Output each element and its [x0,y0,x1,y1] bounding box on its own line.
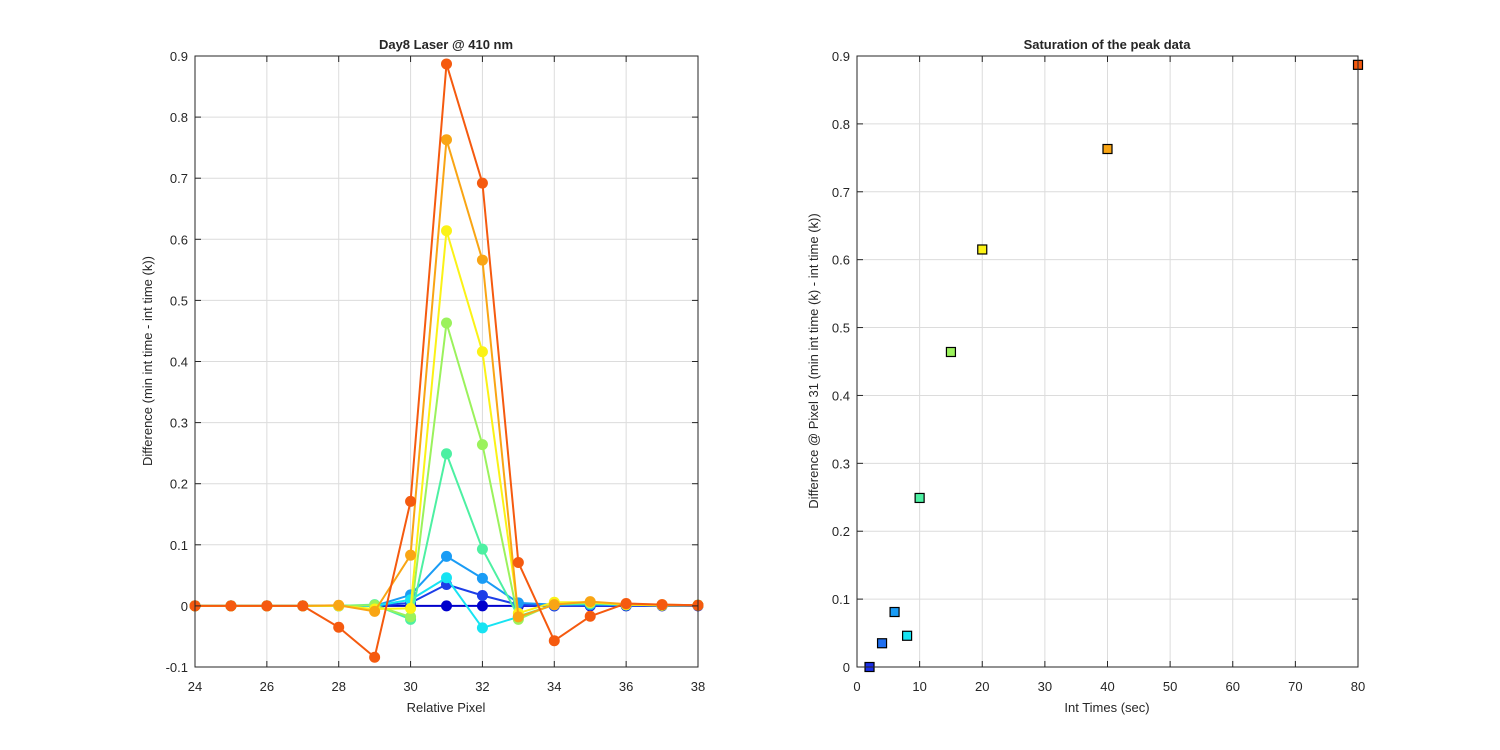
scatter-chart-y-tick-label: 0.8 [832,117,850,132]
data-point-marker [476,622,488,634]
scatter-chart-x-tick-label: 40 [1100,679,1114,694]
data-point-marker [512,611,524,623]
scatter-chart-x-tick-label: 60 [1226,679,1240,694]
scatter-chart-title: Saturation of the peak data [1024,37,1192,52]
line-chart-ylabel: Difference (min int time - int time (k)) [140,256,155,466]
scatter-chart-y-tick-label: 0.7 [832,185,850,200]
data-point-marker [405,611,417,623]
data-point-marker [441,550,452,562]
scatter-point-marker [876,638,888,649]
line-chart-y-tick-label: 0 [181,599,188,614]
data-point-marker [441,572,452,584]
data-point-marker [297,600,309,612]
scatter-point-marker [1102,143,1113,155]
data-point-marker [369,605,381,617]
scatter-chart-x-tick-label: 50 [1163,679,1177,694]
scatter-chart-x-tick-label: 10 [912,679,926,694]
data-point-marker [405,495,417,507]
data-point-marker [584,596,596,608]
scatter-point-marker [901,630,913,641]
line-chart-title: Day8 Laser @ 410 nm [379,37,513,52]
scatter-point-marker [889,606,900,618]
scatter-chart-y-tick-label: 0.1 [832,592,850,607]
data-point-marker [476,254,488,266]
scatter-chart-x-tick-label: 0 [853,679,860,694]
scatter-chart-y-tick-label: 0.3 [832,456,850,471]
line-chart-x-tick-label: 38 [691,679,705,694]
data-point-marker [405,602,417,614]
line-chart-y-tick-label: 0.6 [170,232,188,247]
line-chart-panel: 24 26 28 30 32 34 36 38 -0.1 0 0.1 0.2 0.3 0.4 0.5 0.6 0… [140,37,705,715]
data-point-marker [656,599,668,611]
data-point-marker [476,600,488,612]
data-point-marker [441,134,452,146]
data-point-marker [333,621,345,633]
line-chart-ticks: 24 26 28 30 32 34 36 38 -0.1 0 0.1 0.2 0.3 0.4 0.5 0.6 0… [166,49,706,694]
scatter-chart-y-tick-label: 0 [843,660,850,675]
line-chart-y-tick-label: 0.5 [170,293,188,308]
line-chart-y-tick-label: 0.7 [170,171,188,186]
data-point-marker [441,317,452,329]
scatter-point-marker [945,346,957,358]
data-point-marker [441,600,452,612]
data-point-marker [476,177,488,189]
line-chart-x-tick-label: 36 [619,679,633,694]
scatter-chart-panel: 0 10 20 30 40 50 60 70 80 0 0.1 0.2 0.3 0.4 0.5 0.6 0.7 0… [806,37,1365,715]
data-point-marker [548,599,560,611]
data-point-marker [441,225,452,237]
line-chart-y-tick-label: 0.4 [170,355,188,370]
scatter-point-marker [977,244,988,255]
line-chart-y-tick-label: 0.1 [170,538,188,553]
scatter-chart-x-tick-label: 80 [1351,679,1365,694]
scatter-chart-ylabel: Difference @ Pixel 31 (min int time (k) … [806,213,821,508]
scatter-point-marker [914,492,925,504]
line-chart-series-9 [189,58,704,663]
data-point-marker [476,543,488,555]
data-point-marker [476,439,488,451]
line-chart-series [189,58,704,663]
scatter-chart-y-tick-label: 0.9 [832,49,850,64]
data-point-marker [261,600,273,612]
scatter-chart-y-tick-label: 0.6 [832,253,850,268]
line-chart-xlabel: Relative Pixel [407,700,486,715]
data-point-marker [333,599,345,611]
data-point-marker [441,448,452,460]
line-chart-y-tick-label: -0.1 [166,660,188,675]
data-point-marker [620,597,632,609]
data-point-marker [225,600,237,612]
scatter-chart-y-tick-label: 0.5 [832,321,850,336]
data-point-marker [584,610,596,622]
data-point-marker [548,635,560,647]
line-chart-y-tick-label: 0.8 [170,110,188,125]
scatter-chart-y-tick-label: 0.2 [832,524,850,539]
data-point-marker [512,557,524,569]
data-point-marker [476,346,488,358]
line-chart-x-tick-label: 24 [188,679,202,694]
scatter-chart-x-tick-label: 70 [1288,679,1302,694]
data-point-marker [441,58,452,70]
scatter-chart-y-tick-label: 0.4 [832,388,850,403]
data-point-marker [476,590,488,602]
scatter-chart-xlabel: Int Times (sec) [1064,700,1149,715]
scatter-chart-ticks: 0 10 20 30 40 50 60 70 80 0 0.1 0.2 0.3 0.4 0.5 0.6 0.7 0… [832,49,1365,694]
line-chart-x-tick-label: 26 [260,679,274,694]
line-chart-x-tick-label: 32 [475,679,489,694]
line-chart-y-tick-label: 0.2 [170,477,188,492]
line-chart-y-tick-label: 0.3 [170,416,188,431]
data-point-marker [369,651,381,663]
line-chart-y-tick-label: 0.9 [170,49,188,64]
scatter-chart-x-tick-label: 20 [975,679,989,694]
scatter-chart-x-tick-label: 30 [1038,679,1052,694]
data-point-marker [476,572,488,584]
line-chart-x-tick-label: 34 [547,679,561,694]
line-chart-x-tick-label: 30 [403,679,417,694]
data-point-marker [405,549,417,561]
line-chart-x-tick-label: 28 [331,679,345,694]
